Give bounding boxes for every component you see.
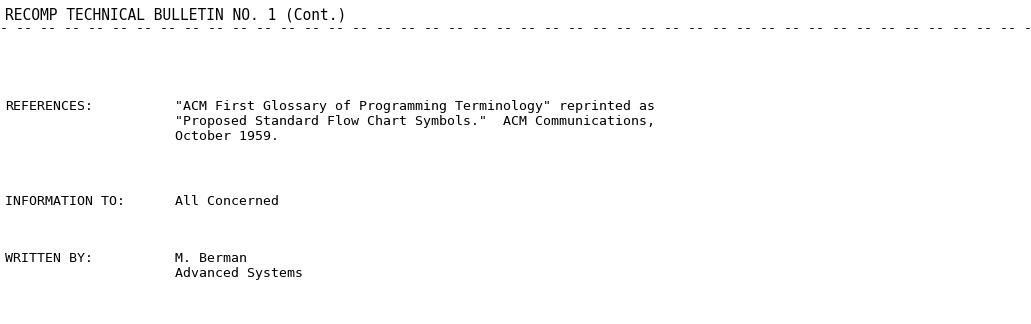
- Text: INFORMATION TO:: INFORMATION TO:: [5, 195, 125, 208]
- Text: All Concerned: All Concerned: [175, 195, 279, 208]
- Text: Advanced Systems: Advanced Systems: [175, 267, 303, 280]
- Text: - -- -- -- -- -- -- -- -- -- -- -- -- -- -- -- -- -- -- -- -- -- -- -- -- -- -- : - -- -- -- -- -- -- -- -- -- -- -- -- --…: [0, 22, 1031, 35]
- Text: WRITTEN BY:: WRITTEN BY:: [5, 252, 93, 265]
- Text: RECOMP TECHNICAL BULLETIN NO. 1 (Cont.): RECOMP TECHNICAL BULLETIN NO. 1 (Cont.): [5, 8, 346, 23]
- Text: "ACM First Glossary of Programming Terminology" reprinted as: "ACM First Glossary of Programming Termi…: [175, 100, 655, 113]
- Text: M. Berman: M. Berman: [175, 252, 247, 265]
- Text: REFERENCES:: REFERENCES:: [5, 100, 93, 113]
- Text: October 1959.: October 1959.: [175, 130, 279, 143]
- Text: "Proposed Standard Flow Chart Symbols."  ACM Communications,: "Proposed Standard Flow Chart Symbols." …: [175, 115, 655, 128]
